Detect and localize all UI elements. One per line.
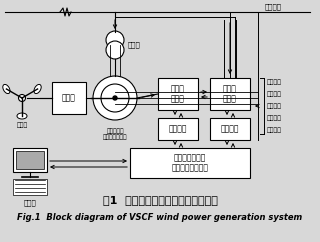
Bar [210, 78, 250, 110]
Bar [16, 151, 44, 169]
Circle shape [19, 94, 26, 101]
Text: 转子侧
变流器: 转子侧 变流器 [171, 84, 185, 104]
Bar [158, 78, 198, 110]
Text: 定子电流: 定子电流 [267, 91, 282, 97]
Bar [158, 118, 198, 140]
Bar [130, 148, 250, 178]
Text: Fig.1  Block diagram of VSCF wind power generation system: Fig.1 Block diagram of VSCF wind power g… [17, 213, 303, 222]
Ellipse shape [34, 84, 41, 94]
Circle shape [106, 31, 124, 49]
Bar [52, 82, 86, 114]
Bar [13, 148, 47, 172]
Circle shape [101, 84, 129, 112]
Text: 双馈式变速: 双馈式变速 [106, 128, 124, 134]
Text: 转子电流: 转子电流 [267, 115, 282, 121]
Text: 驱动电路: 驱动电路 [169, 124, 187, 134]
Text: 风力机: 风力机 [16, 122, 28, 128]
Ellipse shape [17, 113, 27, 119]
Text: 电机转速: 电机转速 [267, 127, 282, 133]
Text: 电力系统: 电力系统 [265, 3, 282, 10]
Text: 恒频风力发电机: 恒频风力发电机 [103, 134, 127, 140]
Text: 增速箱: 增速箱 [62, 93, 76, 103]
Bar [210, 118, 250, 140]
Text: 图1  变速恒频风力发电系统原理框图: 图1 变速恒频风力发电系统原理框图 [103, 195, 217, 205]
Text: 驱动电路: 驱动电路 [221, 124, 239, 134]
Text: 转子电压: 转子电压 [267, 103, 282, 109]
Text: 控制台: 控制台 [24, 199, 36, 206]
Bar [13, 179, 47, 195]
Text: 变压器: 变压器 [128, 42, 141, 48]
Circle shape [106, 41, 124, 59]
Text: 定子电压: 定子电压 [267, 79, 282, 85]
Text: 电网侧
变流器: 电网侧 变流器 [223, 84, 237, 104]
Circle shape [93, 76, 137, 120]
Text: 基于微处理器的
变速恒频控制系统: 基于微处理器的 变速恒频控制系统 [172, 153, 209, 173]
Ellipse shape [3, 84, 10, 94]
Circle shape [113, 96, 117, 100]
